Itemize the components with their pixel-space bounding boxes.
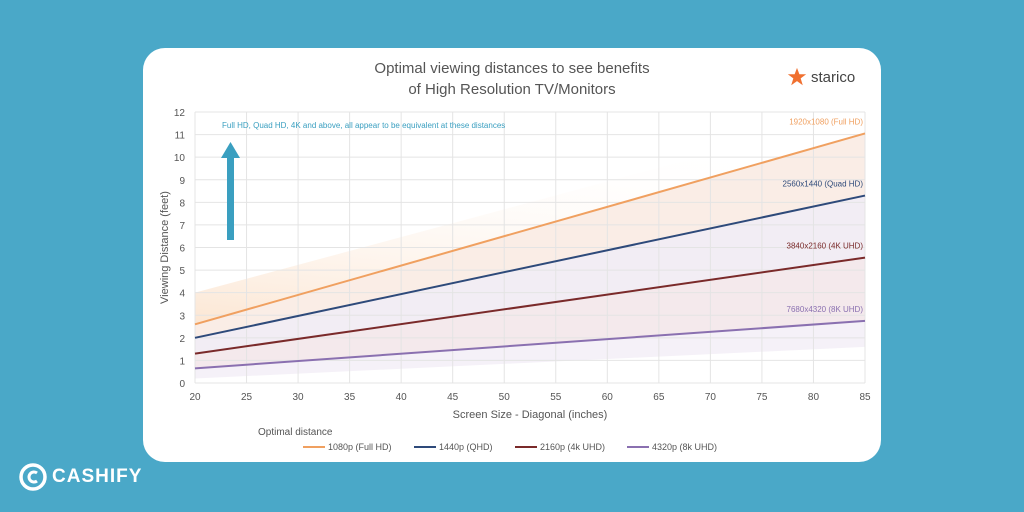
chart-title: Optimal viewing distances to see benefit… [0,58,1024,100]
series-end-label: 2560x1440 (Quad HD) [783,180,864,189]
title-line-1: Optimal viewing distances to see benefit… [374,60,650,77]
y-tick-label: 0 [179,379,185,390]
legend-label: 4320p (8k UHD) [652,442,717,452]
x-tick-label: 85 [859,392,871,403]
y-tick-label: 6 [179,244,185,255]
series-line-3 [194,319,866,370]
y-tick-label: 12 [174,108,186,119]
legend-label: 1440p (QHD) [439,442,493,452]
band-0 [195,133,865,338]
series-line-0 [194,132,866,326]
series-line-2 [194,256,866,355]
y-tick-label: 5 [179,266,185,277]
y-tick-label: 1 [179,356,185,367]
title-line-2: of High Resolution TV/Monitors [408,81,616,98]
x-tick-label: 45 [447,392,459,403]
legend-label: 1080p (Full HD) [328,442,392,452]
y-tick-label: 10 [174,153,186,164]
x-tick-label: 80 [808,392,820,403]
cashify-logo-icon [19,463,47,491]
x-axis-label: Screen Size - Diagonal (inches) [453,409,608,421]
series-end-label: 7680x4320 (8K UHD) [787,305,864,314]
series-line-1 [194,194,866,339]
star-icon [787,67,807,86]
logo-text: starico [811,68,856,86]
arrow-shaft [227,155,234,240]
y-tick-label: 7 [179,221,185,232]
y-axis-label: Viewing Distance (feet) [159,191,171,304]
starico-logo: starico [786,66,855,88]
y-tick-label: 2 [179,334,185,345]
x-tick-label: 20 [189,392,201,403]
annotation-text: Full HD, Quad HD, 4K and above, all appe… [222,121,505,130]
y-tick-label: 3 [179,311,185,322]
x-tick-label: 65 [653,392,665,403]
x-tick-label: 40 [396,392,408,403]
x-tick-label: 55 [550,392,562,403]
legend-label: 2160p (4k UHD) [540,442,605,452]
legend-title: Optimal distance [258,427,333,438]
cashify-watermark: CASHIFY [18,462,142,492]
band-below-8k [195,320,865,379]
series-end-label: 1920x1080 (Full HD) [789,117,863,126]
x-tick-label: 35 [344,392,356,403]
series-end-label: 3840x2160 (4K UHD) [787,242,864,251]
x-tick-label: 50 [499,392,511,403]
up-arrow-icon [221,142,240,158]
x-tick-label: 70 [705,392,717,403]
band-above-fullhd [195,112,865,325]
x-tick-label: 30 [293,392,305,403]
band-1 [195,195,865,354]
x-tick-label: 75 [756,392,768,403]
x-tick-label: 25 [241,392,253,403]
y-tick-label: 8 [179,198,185,209]
y-tick-label: 9 [179,176,185,187]
y-tick-label: 11 [175,131,186,142]
y-tick-label: 4 [179,289,185,300]
watermark-text: CASHIFY [52,466,143,487]
band-2 [195,257,865,369]
x-tick-label: 60 [602,392,614,403]
